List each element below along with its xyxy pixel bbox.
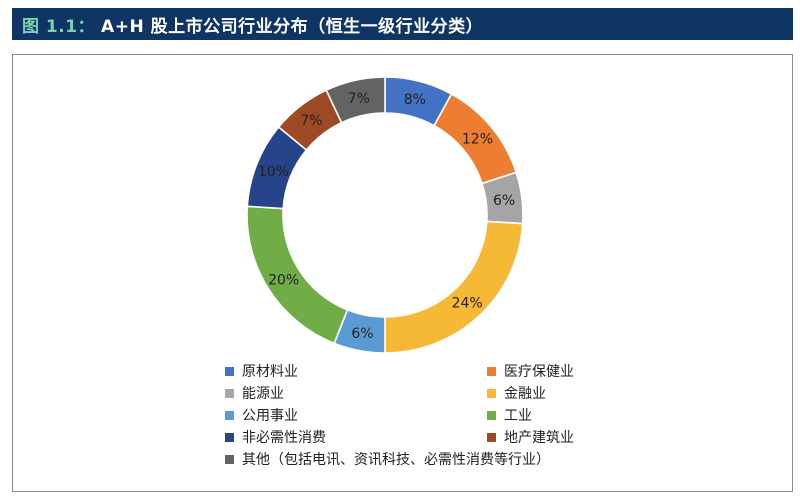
legend-label: 工业 — [504, 408, 532, 424]
legend-swatch — [225, 410, 234, 420]
legend-swatch — [225, 454, 234, 464]
figure-number: 图 1.1： — [22, 16, 96, 37]
legend-item: 非必需性消费 — [225, 427, 326, 447]
legend-swatch — [487, 432, 496, 442]
donut-chart: 8% 12% 6% 24% 6% 20% 10% 7% 7% — [246, 76, 524, 354]
figure-title: A+H 股上市公司行业分布（恒生一级行业分类） — [101, 16, 484, 37]
chart-frame: 8% 12% 6% 24% 6% 20% 10% 7% 7% 原材料业 医疗保健业能源业 金融业公用… — [12, 54, 793, 492]
legend-item: 医疗保健业 — [487, 361, 574, 381]
legend-label: 原材料业 — [242, 364, 298, 380]
legend-item: 公用事业 — [225, 405, 298, 425]
legend-swatch — [487, 388, 496, 398]
slice-value-label: 8% — [404, 92, 426, 108]
legend-swatch — [225, 432, 234, 442]
donut-slice — [325, 76, 386, 124]
legend-swatch — [487, 366, 496, 376]
legend-label: 非必需性消费 — [242, 430, 326, 446]
slice-value-label: 7% — [348, 91, 370, 107]
legend-swatch — [225, 366, 234, 376]
legend-label: 金融业 — [504, 386, 546, 402]
figure-title-bar: 图 1.1： A+H 股上市公司行业分布（恒生一级行业分类） — [12, 8, 793, 40]
legend-label: 其他（包括电讯、资讯科技、必需性消费等行业） — [242, 452, 550, 468]
slice-value-label: 20% — [268, 272, 299, 288]
legend-item: 原材料业 — [225, 361, 298, 381]
slice-value-label: 7% — [300, 113, 322, 129]
legend-label: 公用事业 — [242, 408, 298, 424]
legend-label: 能源业 — [242, 386, 284, 402]
slice-value-label: 12% — [462, 132, 493, 148]
donut-slice — [384, 220, 524, 354]
slice-value-label: 6% — [493, 193, 515, 209]
slice-value-label: 10% — [258, 164, 289, 180]
legend-label: 地产建筑业 — [504, 430, 574, 446]
legend-item: 能源业 — [225, 383, 284, 403]
slice-value-label: 6% — [351, 326, 373, 342]
legend-item: 其他（包括电讯、资讯科技、必需性消费等行业） — [225, 449, 550, 469]
legend-label: 医疗保健业 — [504, 364, 574, 380]
legend-item: 地产建筑业 — [487, 427, 574, 447]
legend-item: 金融业 — [487, 383, 546, 403]
legend-item: 工业 — [487, 405, 532, 425]
legend-swatch — [225, 388, 234, 398]
legend-swatch — [487, 410, 496, 420]
slice-value-label: 24% — [452, 295, 483, 311]
